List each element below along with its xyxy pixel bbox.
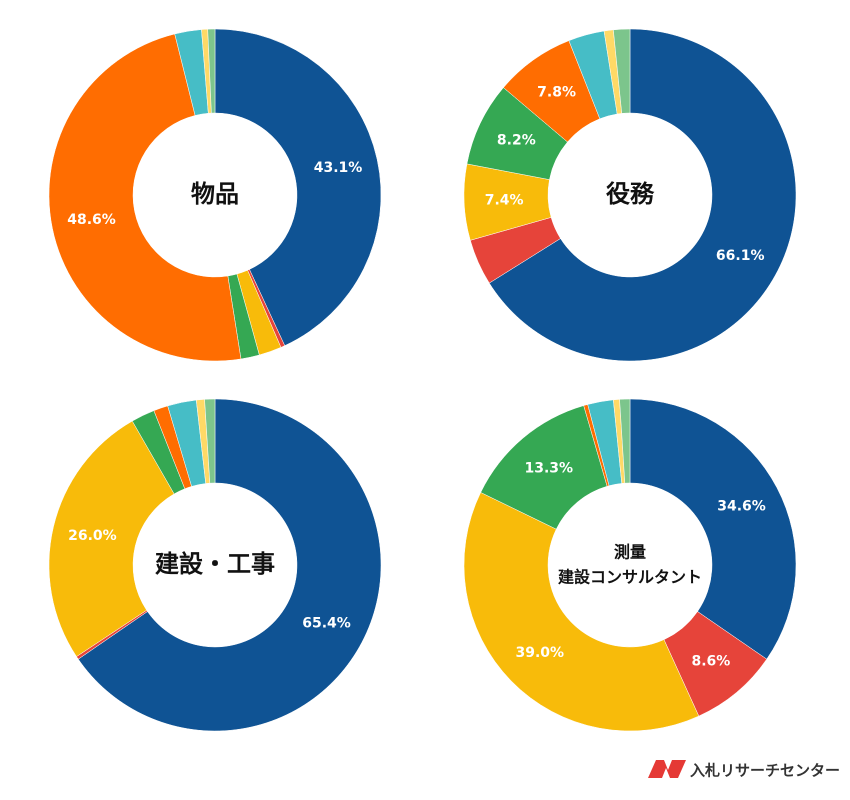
donut-segment bbox=[463, 492, 700, 732]
value-label: 66.1% bbox=[716, 248, 765, 264]
center-title: 測量 bbox=[614, 543, 646, 562]
value-label: 26.0% bbox=[68, 528, 117, 544]
value-label: 39.0% bbox=[516, 645, 565, 661]
donut-segment bbox=[77, 398, 382, 732]
value-label: 43.1% bbox=[314, 160, 363, 176]
donut-segment bbox=[214, 28, 382, 346]
donut-segment bbox=[488, 28, 797, 362]
donut-segment bbox=[619, 398, 631, 484]
value-label: 7.4% bbox=[485, 193, 524, 209]
value-label: 48.6% bbox=[67, 212, 116, 228]
value-label: 13.3% bbox=[524, 461, 573, 477]
brand-logo: 入札リサーチセンター bbox=[648, 760, 840, 780]
value-label: 65.4% bbox=[302, 616, 351, 632]
value-label: 7.8% bbox=[537, 85, 576, 101]
center-title: 物品 bbox=[191, 180, 239, 208]
center-title: 建設・工事 bbox=[155, 550, 275, 578]
donut-segment bbox=[48, 420, 175, 657]
donut-segment bbox=[204, 398, 216, 484]
donut-segment bbox=[613, 28, 631, 114]
brand-text: 入札リサーチセンター bbox=[690, 762, 840, 780]
donut-segment bbox=[629, 398, 797, 660]
center-subtitle: 建設コンサルタント bbox=[558, 568, 702, 587]
value-label: 34.6% bbox=[717, 498, 766, 514]
logo-icon bbox=[648, 760, 686, 778]
center-title: 役務 bbox=[606, 180, 655, 208]
value-label: 8.6% bbox=[692, 654, 731, 670]
value-label: 8.2% bbox=[497, 133, 536, 149]
donut-segment bbox=[207, 28, 216, 114]
